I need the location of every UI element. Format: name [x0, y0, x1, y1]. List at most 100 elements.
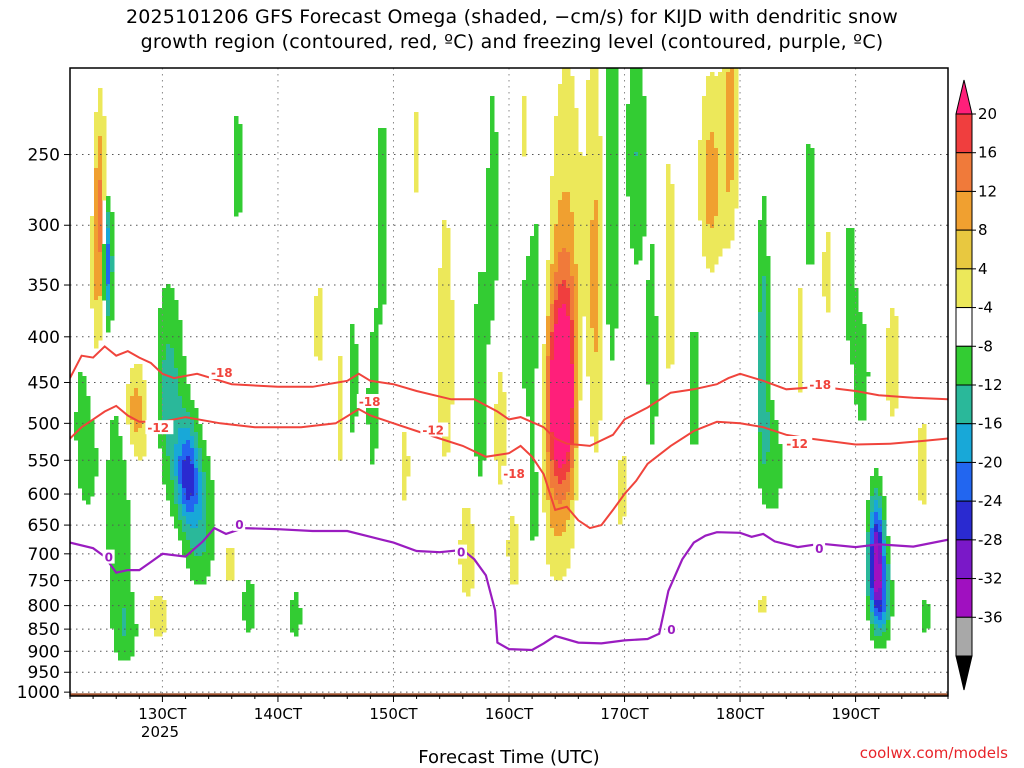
omega-cell — [374, 444, 379, 449]
omega-cell — [110, 512, 115, 517]
omega-cell — [338, 412, 343, 417]
omega-cell — [562, 448, 567, 453]
omega-cell — [574, 304, 579, 309]
omega-cell — [654, 344, 659, 349]
omega-cell — [186, 548, 191, 553]
omega-cell — [354, 380, 359, 385]
omega-cell — [714, 124, 719, 129]
omega-cell — [578, 288, 583, 293]
omega-cell — [134, 396, 139, 401]
omega-cell — [78, 472, 83, 477]
omega-cell — [598, 344, 603, 349]
omega-cell — [126, 556, 131, 561]
omega-cell — [546, 520, 551, 525]
omega-cell — [566, 260, 571, 265]
omega-cell — [638, 236, 643, 241]
omega-cell — [210, 484, 215, 489]
omega-cell — [698, 184, 703, 189]
omega-cell — [494, 456, 499, 461]
omega-cell — [574, 300, 579, 305]
omega-cell — [714, 128, 719, 133]
omega-cell — [610, 348, 615, 353]
omega-cell — [690, 392, 695, 397]
omega-cell — [246, 592, 251, 597]
omega-cell — [546, 540, 551, 545]
omega-cell — [566, 408, 571, 413]
omega-cell — [318, 348, 323, 353]
omega-cell — [546, 324, 551, 329]
omega-cell — [98, 332, 103, 337]
omega-cell — [530, 388, 535, 393]
omega-cell — [110, 224, 115, 229]
omega-cell — [162, 624, 167, 629]
omega-cell — [474, 448, 479, 453]
omega-cell — [586, 136, 591, 141]
omega-cell — [610, 224, 615, 229]
omega-cell — [566, 184, 571, 189]
omega-cell — [294, 616, 299, 621]
omega-cell — [534, 228, 539, 233]
omega-cell — [534, 276, 539, 281]
omega-cell — [542, 496, 547, 501]
omega-cell — [350, 404, 355, 409]
omega-cell — [466, 572, 471, 577]
omega-cell — [618, 476, 623, 481]
omega-cell — [558, 384, 563, 389]
omega-cell — [446, 400, 451, 405]
omega-cell — [110, 496, 115, 501]
omega-cell — [530, 240, 535, 245]
omega-cell — [582, 196, 587, 201]
omega-cell — [718, 188, 723, 193]
omega-cell — [562, 308, 567, 313]
omega-cell — [102, 296, 107, 301]
omega-cell — [442, 280, 447, 285]
omega-cell — [114, 648, 119, 653]
omega-cell — [558, 156, 563, 161]
omega-cell — [590, 432, 595, 437]
omega-cell — [178, 336, 183, 341]
omega-cell — [526, 336, 531, 341]
omega-cell — [530, 528, 535, 533]
omega-cell — [114, 500, 119, 505]
omega-cell — [206, 464, 211, 469]
omega-cell — [486, 276, 491, 281]
omega-cell — [718, 244, 723, 249]
omega-cell — [110, 300, 115, 305]
omega-cell — [110, 600, 115, 605]
omega-cell — [370, 352, 375, 357]
omega-cell — [546, 264, 551, 269]
omega-cell — [94, 196, 99, 201]
omega-cell — [210, 492, 215, 497]
omega-cell — [482, 336, 487, 341]
omega-cell — [438, 292, 443, 297]
omega-cell — [578, 344, 583, 349]
omega-cell — [550, 284, 555, 289]
omega-cell — [594, 100, 599, 105]
omega-cell — [558, 276, 563, 281]
omega-cell — [466, 556, 471, 561]
omega-cell — [722, 76, 727, 81]
omega-cell — [566, 256, 571, 261]
omega-cell — [374, 368, 379, 373]
omega-cell — [566, 364, 571, 369]
omega-cell — [186, 476, 191, 481]
omega-cell — [134, 436, 139, 441]
omega-cell — [526, 304, 531, 309]
omega-cell — [718, 148, 723, 153]
omega-cell — [110, 212, 115, 217]
omega-cell — [626, 104, 631, 109]
omega-cell — [586, 288, 591, 293]
omega-cell — [466, 544, 471, 549]
omega-cell — [106, 532, 111, 537]
omega-cell — [634, 172, 639, 177]
omega-cell — [694, 388, 699, 393]
omega-cell — [382, 232, 387, 237]
omega-cell — [562, 84, 567, 89]
omega-cell — [130, 424, 135, 429]
omega-cell — [522, 284, 527, 289]
omega-cell — [614, 84, 619, 89]
omega-cell — [486, 220, 491, 225]
omega-cell — [174, 468, 179, 473]
omega-cell — [158, 444, 163, 449]
omega-cell — [490, 164, 495, 169]
